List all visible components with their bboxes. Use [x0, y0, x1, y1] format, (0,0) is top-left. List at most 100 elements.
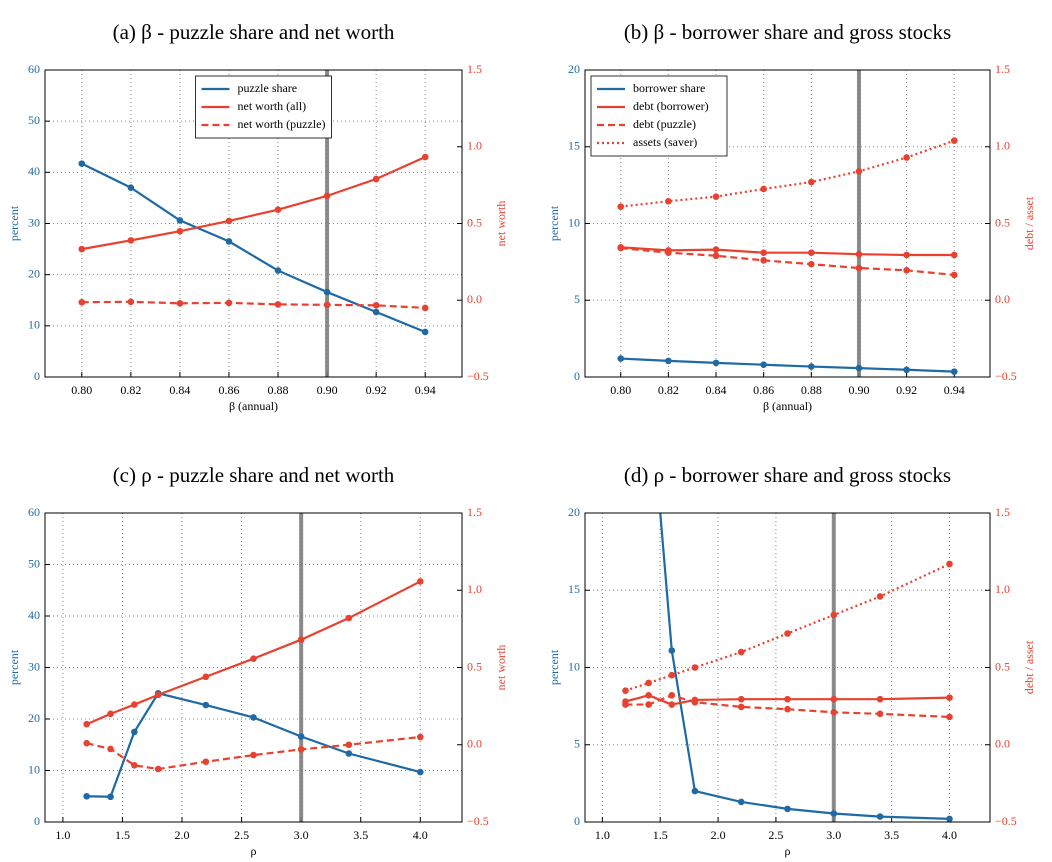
- y-tick-label: 5: [574, 292, 580, 306]
- series-line: [625, 562, 950, 692]
- y-tick-label: 60: [28, 505, 40, 519]
- x-tick-label: 3.5: [884, 828, 899, 842]
- data-point: [760, 361, 767, 369]
- data-point: [297, 733, 305, 740]
- y2-tick-label: −0.5: [467, 369, 489, 383]
- data-point: [645, 679, 652, 687]
- x-tick-label: 0.84: [169, 383, 190, 397]
- y2-tick-label: 1.5: [467, 62, 482, 76]
- x-tick-label: 0.92: [366, 383, 387, 397]
- chart-title: (b) β - borrower share and gross stocks: [624, 20, 951, 44]
- x-tick-label: 0.90: [317, 383, 338, 397]
- plot-area: [83, 513, 424, 822]
- data-point: [127, 184, 135, 191]
- data-point: [665, 249, 672, 256]
- series-line: [659, 513, 950, 821]
- y2-tick-label: 1.0: [995, 139, 1010, 153]
- data-point: [808, 249, 815, 256]
- y-axis-label: percent: [7, 205, 21, 241]
- y2-tick-label: 0.5: [995, 659, 1010, 673]
- data-point: [691, 698, 699, 706]
- data-point: [107, 710, 114, 718]
- y2-tick-label: 1.0: [467, 139, 482, 153]
- data-point: [691, 664, 699, 671]
- y2-tick-label: −0.5: [995, 814, 1017, 828]
- y2-tick-label: 0.0: [995, 737, 1010, 751]
- data-point: [225, 238, 233, 245]
- data-point: [225, 217, 233, 225]
- y-tick-label: 0: [574, 814, 580, 828]
- data-point: [176, 217, 184, 224]
- y-tick-label: 10: [28, 318, 40, 332]
- y-tick-label: 20: [568, 505, 580, 519]
- plot-area: [622, 513, 953, 822]
- legend-box: [195, 75, 332, 139]
- series-line: [620, 357, 955, 373]
- x-tick-label: 2.5: [768, 828, 783, 842]
- data-point: [250, 655, 257, 662]
- y2-axis-label: net worth: [494, 645, 508, 691]
- data-point: [645, 701, 652, 708]
- data-point: [250, 751, 257, 759]
- x-tick-label: 3.0: [826, 828, 841, 842]
- data-point: [808, 260, 815, 268]
- y-tick-label: 10: [568, 659, 580, 673]
- series-line: [620, 139, 955, 208]
- series-line: [625, 694, 950, 719]
- x-tick-label: 0.82: [658, 383, 679, 397]
- legend-label: net worth (puzzle): [238, 117, 326, 131]
- data-point: [876, 695, 884, 703]
- panel: (c) ρ - puzzle share and net worth 1.0 1.5…: [7, 463, 508, 858]
- data-point: [876, 593, 884, 600]
- x-tick-label: 3.0: [294, 828, 309, 842]
- series-line: [86, 691, 421, 798]
- data-point: [645, 692, 652, 699]
- data-point: [297, 636, 305, 643]
- data-point: [131, 728, 138, 736]
- x-tick-label: 0.82: [120, 383, 141, 397]
- y2-tick-label: 0.0: [995, 292, 1010, 306]
- data-point: [421, 328, 429, 336]
- y2-tick-label: −0.5: [995, 369, 1017, 383]
- data-point: [78, 245, 86, 253]
- y2-tick-label: 0.0: [467, 292, 482, 306]
- x-tick-label: 1.0: [55, 828, 70, 842]
- x-tick-label: 0.80: [71, 383, 92, 397]
- data-point: [417, 733, 424, 741]
- data-point: [274, 267, 282, 274]
- x-axis-label: β (annual): [229, 399, 278, 413]
- x-axis-label: β (annual): [763, 399, 812, 413]
- y-axis-label: percent: [547, 205, 561, 241]
- y2-tick-label: 1.5: [995, 505, 1010, 519]
- data-point: [154, 765, 162, 773]
- data-point: [417, 768, 424, 776]
- data-point: [202, 758, 210, 766]
- y-tick-label: 50: [28, 113, 40, 127]
- data-point: [323, 301, 331, 309]
- data-point: [855, 168, 863, 175]
- data-point: [903, 154, 910, 161]
- y-tick-label: 30: [28, 215, 40, 229]
- y2-tick-label: 0.0: [467, 737, 482, 751]
- y-tick-label: 0: [574, 369, 580, 383]
- data-point: [668, 692, 676, 699]
- data-point: [323, 288, 331, 296]
- data-point: [737, 695, 745, 703]
- data-point: [107, 745, 114, 753]
- data-point: [154, 691, 162, 699]
- legend-label: net worth (all): [238, 99, 307, 113]
- data-point: [946, 694, 953, 701]
- y2-tick-label: −0.5: [467, 814, 489, 828]
- data-point: [202, 673, 210, 681]
- chart-title: (c) ρ - puzzle share and net worth: [113, 463, 395, 487]
- data-point: [784, 705, 791, 713]
- data-point: [83, 739, 90, 747]
- data-point: [830, 611, 838, 619]
- x-tick-label: 0.88: [268, 383, 289, 397]
- data-point: [323, 192, 331, 200]
- data-point: [617, 203, 625, 210]
- y-axis-label: percent: [7, 649, 21, 685]
- data-point: [83, 792, 90, 800]
- y2-axis-label: debt / asset: [1022, 196, 1036, 250]
- data-point: [760, 185, 767, 193]
